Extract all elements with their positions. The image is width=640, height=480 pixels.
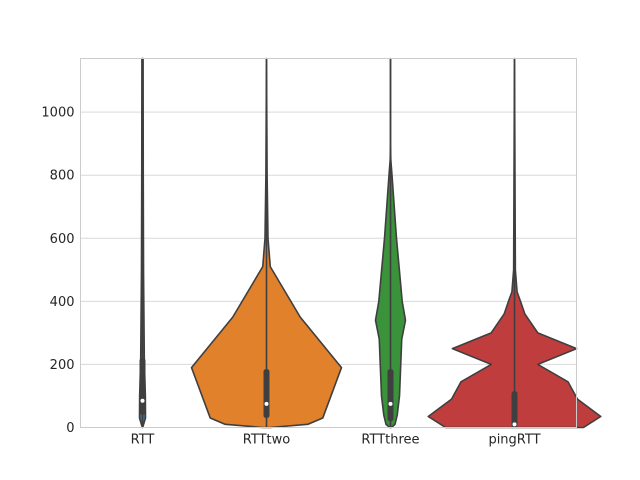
violin-RTTthree: [374, 57, 407, 429]
violin-pingRTT: [427, 57, 602, 429]
iqr-box-RTTthree: [387, 369, 394, 422]
violins: [138, 57, 602, 429]
plot-frame: [80, 58, 577, 428]
iqr-box-RTTtwo: [263, 369, 270, 419]
x-tick-label-RTTtwo: RTTtwo: [243, 433, 290, 448]
median-pingRTT: [512, 422, 517, 427]
violin-RTT: [138, 57, 147, 429]
y-tick-label: 1000: [41, 106, 74, 121]
y-tick-label: 600: [50, 232, 75, 247]
violin-RTTtwo: [190, 57, 343, 429]
median-RTTtwo: [264, 401, 269, 406]
iqr-box-pingRTT: [511, 391, 518, 428]
x-tick-label-pingRTT: pingRTT: [488, 433, 540, 448]
x-tick-label-RTTthree: RTTthree: [361, 433, 419, 448]
x-tick-label-RTT: RTT: [131, 433, 155, 448]
y-tick-label: 0: [66, 421, 74, 436]
y-tick-label: 800: [50, 169, 75, 184]
iqr-box-RTT: [139, 358, 146, 415]
median-RTT: [140, 398, 145, 403]
y-tick-label: 200: [50, 358, 75, 373]
x-axis-ticks: RTT RTTtwo RTTthree pingRTT: [131, 433, 541, 448]
median-RTTthree: [388, 401, 393, 406]
y-tick-label: 400: [50, 295, 75, 310]
y-axis-ticks: 0 200 400 600 800 1000: [41, 106, 74, 436]
